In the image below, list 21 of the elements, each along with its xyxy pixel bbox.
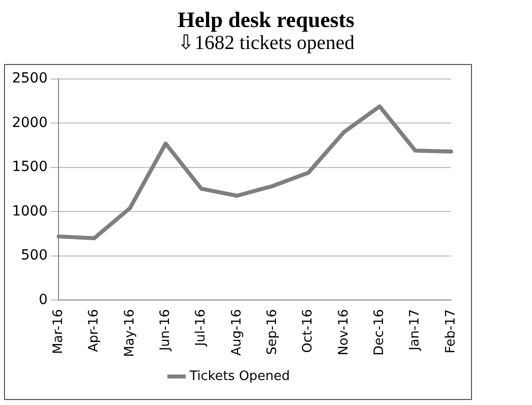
y-tick-label: 1500 <box>12 159 48 176</box>
x-tick-label: Jul-16 <box>194 309 209 348</box>
legend-label: Tickets Opened <box>188 368 290 384</box>
x-tick-label: Nov-16 <box>336 309 352 356</box>
x-tick-label: Apr-16 <box>86 309 102 352</box>
chart-subtitle: ⇩1682 tickets opened <box>176 32 356 54</box>
y-tick-label: 2500 <box>12 70 48 87</box>
chart-title: Help desk requests <box>176 7 356 32</box>
x-tick-label: Jan-17 <box>408 309 423 352</box>
x-tick-label: Sep-16 <box>265 309 280 355</box>
x-tick-label: Aug-16 <box>229 309 244 356</box>
x-tick-label: Mar-16 <box>51 309 66 354</box>
y-tick-label: 500 <box>20 248 48 264</box>
y-tick-label: 1000 <box>12 203 48 220</box>
x-tick-label: Dec-16 <box>372 309 388 356</box>
x-tick-label: Oct-16 <box>300 309 316 353</box>
y-tick-label: 2000 <box>12 114 48 131</box>
x-tick-label: May-16 <box>122 309 138 358</box>
y-tick-label: 0 <box>38 292 48 308</box>
x-tick-label: Feb-17 <box>443 309 458 354</box>
x-tick-label: Jun-16 <box>158 309 174 352</box>
